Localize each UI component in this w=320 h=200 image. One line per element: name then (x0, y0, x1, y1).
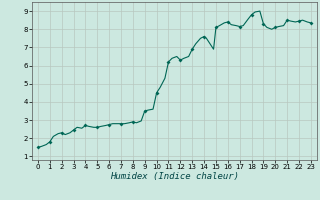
X-axis label: Humidex (Indice chaleur): Humidex (Indice chaleur) (110, 172, 239, 181)
